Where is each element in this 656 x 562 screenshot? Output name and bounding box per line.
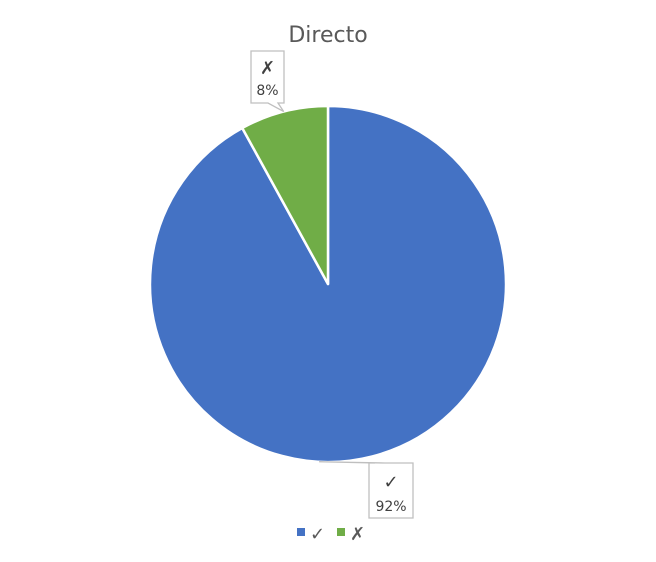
data-label-value-1: 92% (375, 499, 406, 515)
chart-title: Directo (288, 23, 367, 48)
legend-swatch-2 (337, 528, 345, 536)
data-label-category-2: ✗ (260, 58, 275, 79)
data-label-1: ✓ 92% (319, 461, 414, 519)
data-label-category-1: ✓ (383, 472, 398, 493)
legend: ✓ ✗ (297, 524, 365, 545)
data-label-callout-1 (319, 461, 414, 519)
pie-slices (148, 104, 508, 464)
data-label-callout-2 (250, 50, 285, 113)
legend-label-1: ✓ (310, 524, 325, 545)
pie-slice-1 (148, 104, 508, 464)
legend-swatch-1 (297, 528, 305, 536)
data-labels: ✓ 92% ✗ 8% (250, 50, 414, 519)
legend-item-1: ✓ (297, 524, 325, 545)
legend-label-2: ✗ (350, 524, 365, 545)
legend-item-2: ✗ (337, 524, 365, 545)
data-label-2: ✗ 8% (250, 50, 285, 113)
data-label-value-2: 8% (256, 83, 278, 99)
